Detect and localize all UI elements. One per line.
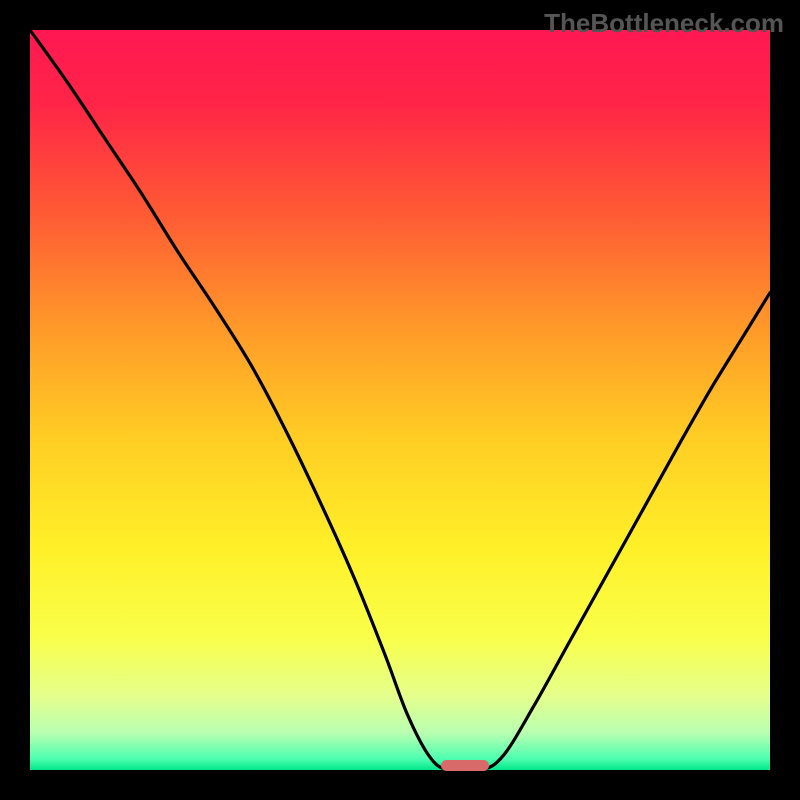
- chart-container: TheBottleneck.com: [0, 0, 800, 800]
- plot-area: [30, 30, 770, 770]
- bottom-pill-marker: [441, 760, 489, 772]
- watermark-label: TheBottleneck.com: [544, 8, 784, 39]
